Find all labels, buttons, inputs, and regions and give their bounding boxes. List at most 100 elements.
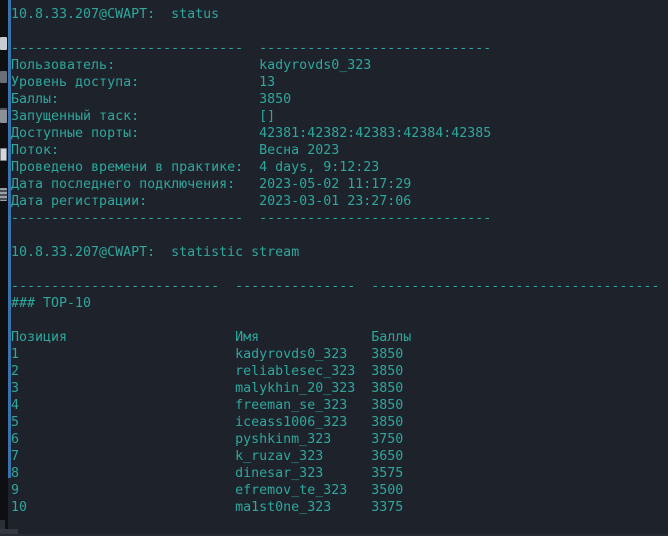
cell-name: pyshkinm_323 — [235, 432, 332, 447]
status-row: Пользователь: kadyrovds0_323 — [11, 57, 668, 74]
status-table: Пользователь: kadyrovds0_323 Уровень дос… — [11, 57, 668, 210]
status-row-value: Весна 2023 — [259, 143, 340, 158]
status-row-label: Баллы: — [11, 92, 60, 107]
table-row: 3 malykhin_20_323 3850 — [11, 380, 668, 397]
cell-position: 7 — [11, 449, 20, 464]
status-row-value: 4 days, 9:12:23 — [259, 160, 380, 175]
blank-line — [11, 261, 668, 278]
separator-segment: --------------- — [235, 279, 356, 294]
status-row-value: 2023-05-02 11:17:29 — [259, 177, 412, 192]
background-window-edge — [0, 520, 5, 536]
status-row-value: kadyrovds0_323 — [259, 58, 372, 73]
status-row-value: [] — [259, 109, 276, 124]
cut-off-file-icon — [0, 37, 7, 50]
table-row: 8 dinesar_323 3575 — [11, 465, 668, 482]
separator-segment: ----------------------------- — [259, 41, 492, 56]
terminal-output-area[interactable]: 10.8.33.207@CWAPT: status --------------… — [11, 6, 668, 536]
status-row-label: Пользователь: — [11, 58, 116, 73]
cell-score: 3750 — [371, 432, 404, 447]
bottom-screen-edge — [0, 534, 668, 536]
table-row: 4 freeman_se_323 3850 — [11, 397, 668, 414]
status-row-label: Проведено времени в практике: — [11, 160, 244, 175]
status-row-value: 2023-03-01 23:27:06 — [259, 194, 412, 209]
separator-segment: -------------------------- — [11, 279, 220, 294]
table-row: 10 ma1st0ne_323 3375 — [11, 499, 668, 516]
cell-position: 5 — [11, 415, 20, 430]
status-row-value: 42381:42382:42383:42384:42385 — [259, 126, 492, 141]
status-row: Доступные порты: 42381:42382:42383:42384… — [11, 125, 668, 142]
status-row: Дата регистрации: 2023-03-01 23:27:06 — [11, 193, 668, 210]
cell-name: iceass1006_323 — [235, 415, 348, 430]
cell-name: k_ruzav_323 — [235, 449, 324, 464]
separator-segment: ------------------------------------ — [371, 279, 660, 294]
cell-score: 3500 — [371, 483, 404, 498]
top10-heading: ### TOP-10 — [11, 296, 92, 311]
blank-line — [11, 227, 668, 244]
cell-name: efremov_te_323 — [235, 483, 348, 498]
status-row-label: Дата регистрации: — [11, 194, 148, 209]
status-row: Запущенный таск: [] — [11, 108, 668, 125]
cell-position: 6 — [11, 432, 20, 447]
status-row: Уровень доступа: 13 — [11, 74, 668, 91]
prompt-line-status: 10.8.33.207@CWAPT: status — [11, 7, 220, 22]
separator-segment: ----------------------------- — [11, 41, 244, 56]
status-row: Поток: Весна 2023 — [11, 142, 668, 159]
status-row-label: Дата последнего подключения: — [11, 177, 236, 192]
cell-score: 3650 — [371, 449, 404, 464]
cut-off-file-icon — [0, 188, 7, 201]
status-row-value: 3850 — [259, 92, 292, 107]
status-row-label: Доступные порты: — [11, 126, 140, 141]
cell-name: kadyrovds0_323 — [235, 347, 348, 362]
cell-score: 3850 — [371, 347, 404, 362]
table-row: 6 pyshkinm_323 3750 — [11, 431, 668, 448]
cell-score: 3850 — [371, 415, 404, 430]
cut-off-file-icon — [0, 108, 7, 123]
separator-segment: ----------------------------- — [259, 211, 492, 226]
cell-score: 3375 — [371, 500, 404, 515]
status-separator-bottom: ----------------------------- ----------… — [11, 210, 668, 227]
cut-off-file-icon — [0, 71, 7, 83]
cell-score: 3850 — [371, 381, 404, 396]
prompt-line-statistic-stream: 10.8.33.207@CWAPT: statistic stream — [11, 245, 300, 260]
top10-separator: -------------------------- -------------… — [11, 278, 668, 295]
cell-position: 8 — [11, 466, 20, 481]
blank-line — [11, 23, 668, 40]
cell-position: 3 — [11, 381, 20, 396]
cell-name: ma1st0ne_323 — [235, 500, 332, 515]
status-row: Проведено времени в практике: 4 days, 9:… — [11, 159, 668, 176]
cell-score: 3850 — [371, 364, 404, 379]
separator-segment: ----------------------------- — [11, 211, 244, 226]
status-separator-top: ----------------------------- ----------… — [11, 40, 668, 57]
status-row-label: Запущенный таск: — [11, 109, 140, 124]
cell-score: 3575 — [371, 466, 404, 481]
bottom-left-window-corner — [0, 529, 18, 536]
top10-table-body: 1 kadyrovds0_323 3850 2 reliablesec_323 … — [11, 346, 668, 516]
status-row: Дата последнего подключения: 2023-05-02 … — [11, 176, 668, 193]
column-header-position: Позиция — [11, 330, 68, 345]
top10-header-row: Позиция Имя Баллы — [11, 329, 668, 346]
cell-score: 3850 — [371, 398, 404, 413]
blank-line — [11, 312, 668, 329]
status-row: Баллы: 3850 — [11, 91, 668, 108]
table-row: 1 kadyrovds0_323 3850 — [11, 346, 668, 363]
cell-name: malykhin_20_323 — [235, 381, 356, 396]
terminal-window-border — [8, 0, 11, 478]
cell-position: 9 — [11, 483, 20, 498]
cell-position: 4 — [11, 398, 20, 413]
status-row-value: 13 — [259, 75, 276, 90]
cell-name: dinesar_323 — [235, 466, 324, 481]
table-row: 9 efremov_te_323 3500 — [11, 482, 668, 499]
cell-position: 10 — [11, 500, 28, 515]
table-row: 2 reliablesec_323 3850 — [11, 363, 668, 380]
cell-position: 2 — [11, 364, 20, 379]
cell-name: freeman_se_323 — [235, 398, 348, 413]
status-row-label: Уровень доступа: — [11, 75, 140, 90]
status-row-label: Поток: — [11, 143, 60, 158]
cell-name: reliablesec_323 — [235, 364, 356, 379]
cut-off-file-icon — [0, 148, 7, 161]
column-header-name: Имя — [235, 330, 260, 345]
cell-position: 1 — [11, 347, 20, 362]
table-row: 7 k_ruzav_323 3650 — [11, 448, 668, 465]
column-header-score: Баллы — [371, 330, 412, 345]
